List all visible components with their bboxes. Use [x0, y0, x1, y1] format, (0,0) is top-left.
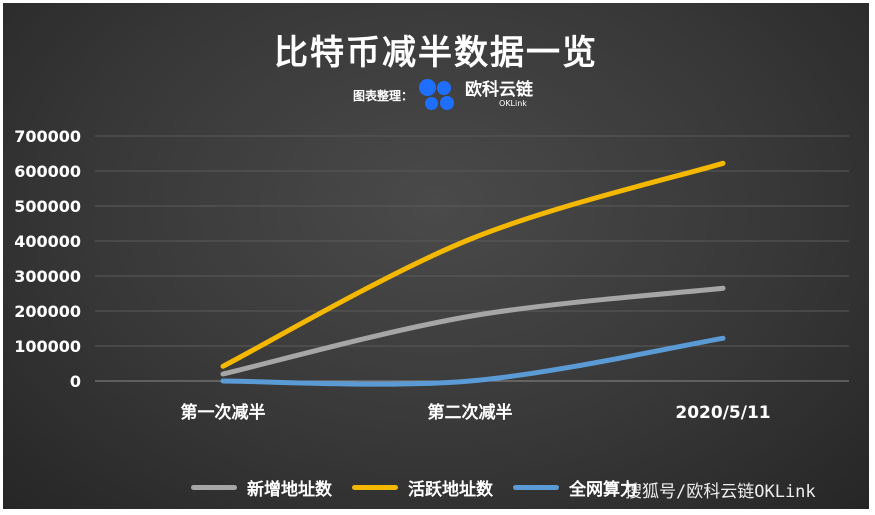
- legend-item: 活跃地址数: [352, 475, 493, 500]
- series-line: [220, 335, 726, 387]
- line-chart: 0 100000 200000 300000 400000 500000 600000 700…: [14, 127, 849, 423]
- y-tick-label: 100000: [14, 337, 81, 356]
- legend-swatch: [191, 485, 237, 490]
- series-lines: [220, 160, 726, 387]
- y-tick-label: 400000: [14, 232, 81, 251]
- source-prefix: 图表整理：: [353, 88, 414, 103]
- y-tick-label: 300000: [14, 267, 81, 286]
- oklink-logo-icon: [419, 77, 459, 113]
- y-tick-label: 200000: [14, 302, 81, 321]
- brand: 欧科云链 OKLink: [465, 79, 534, 108]
- legend-label: 新增地址数: [247, 480, 332, 500]
- x-tick-label: 2020/5/11: [675, 403, 770, 423]
- source-credit: 图表整理： 欧科云链 OKLink: [353, 75, 533, 115]
- y-tick-label: 0: [70, 372, 81, 391]
- y-tick-label: 600000: [14, 162, 81, 181]
- logo-dot: [437, 81, 452, 95]
- y-tick-label: 500000: [14, 197, 81, 216]
- watermark: 搜狐号/欧科云链OKLink: [625, 482, 816, 502]
- x-tick-labels: 第一次减半 第二次减半 2020/5/11: [181, 402, 771, 423]
- series-line: [220, 160, 726, 369]
- logo-dot: [425, 97, 439, 110]
- legend-item: 全网算力: [513, 475, 637, 500]
- gridlines: [95, 135, 849, 382]
- series-line: [220, 285, 726, 377]
- y-tick-label: 700000: [14, 127, 81, 146]
- x-tick-label: 第一次减半: [181, 402, 266, 423]
- legend-swatch: [513, 485, 559, 490]
- x-tick-label: 第二次减半: [428, 402, 513, 423]
- logo-dot: [440, 96, 455, 110]
- chart-title: 比特币减半数据一览: [274, 33, 598, 73]
- legend-label: 活跃地址数: [408, 480, 493, 500]
- brand-sub: OKLink: [499, 98, 527, 108]
- logo-dot: [419, 79, 437, 96]
- y-tick-labels: 0 100000 200000 300000 400000 500000 600000 700…: [14, 127, 81, 391]
- brand-name: 欧科云链: [465, 79, 534, 100]
- chart-frame: 0 100000 200000 300000 400000 500000 600000 700…: [3, 3, 869, 509]
- legend: 新增地址数 活跃地址数 全网算力: [191, 475, 657, 500]
- legend-label: 全网算力: [569, 480, 637, 500]
- legend-swatch: [352, 485, 398, 490]
- legend-item: 新增地址数: [191, 475, 332, 500]
